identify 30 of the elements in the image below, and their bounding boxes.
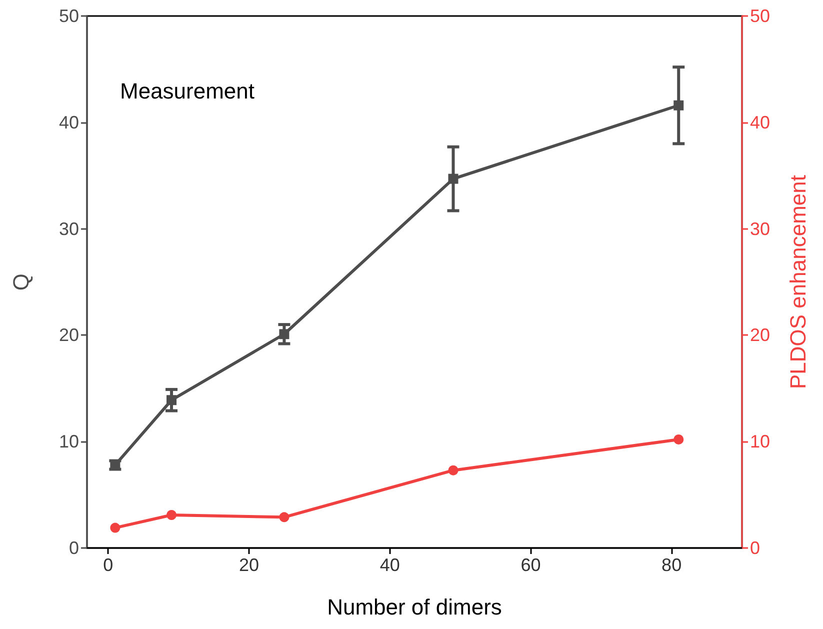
point [279,512,290,522]
x-tick-label: 0 [103,555,114,575]
y2-tick-label: 10 [750,432,770,452]
point [166,395,177,406]
y2-axis-title: PLDOS enhancement [786,174,810,390]
y2-tick-label: 0 [750,538,760,558]
y-tick-label: 50 [58,6,79,26]
y2-tick-label: 20 [750,325,770,346]
x-tick-label: 40 [380,555,400,575]
x-tick-label: 60 [520,555,541,575]
point [110,522,120,533]
y-tick-label: 10 [58,432,79,452]
x-tick-label: 20 [238,555,260,575]
point [166,510,177,520]
y2-tick-label: 50 [750,6,770,26]
y-axis-title: Q [8,273,34,291]
y-tick-label: 30 [58,218,79,239]
point [448,465,458,476]
x-tick-label: 80 [662,555,682,575]
y2-tick-label: 30 [750,218,770,239]
point [448,174,458,184]
y-tick-label: 0 [68,538,79,558]
point [674,100,684,110]
y2-tick-label: 40 [750,112,770,132]
point [279,329,290,340]
point [674,434,684,444]
x-axis-title: Number of dimers [327,594,502,620]
y-tick-label: 40 [58,112,79,132]
annotation: Measurement [120,78,255,104]
y-tick-label: 20 [58,325,79,346]
